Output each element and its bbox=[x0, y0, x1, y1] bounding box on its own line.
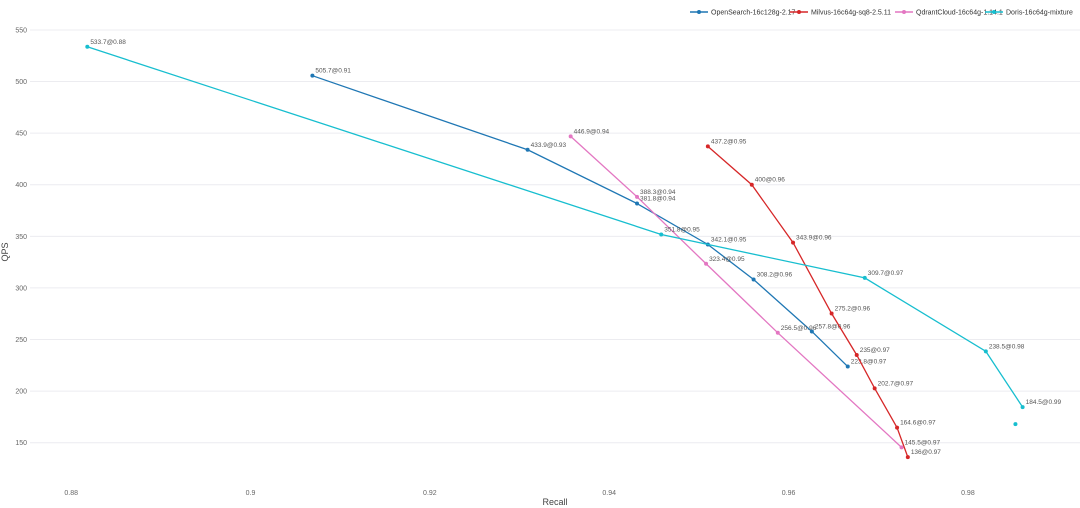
data-label: 381.8@0.94 bbox=[640, 196, 676, 203]
series-2: 446.9@0.94 388.3@0.94 323.4@0.95 256.5@0.96… bbox=[568, 128, 941, 450]
data-label: 235@0.97 bbox=[860, 347, 890, 354]
y-tick-label: 200 bbox=[15, 389, 27, 396]
data-label: 308.2@0.96 bbox=[757, 271, 793, 278]
data-label: 323.4@0.95 bbox=[709, 256, 745, 263]
data-point bbox=[829, 311, 834, 316]
data-point bbox=[899, 445, 904, 450]
x-tick-label: 0.92 bbox=[423, 490, 437, 497]
data-point bbox=[854, 352, 859, 357]
data-point bbox=[310, 73, 315, 78]
series-0: 505.7@0.91 433.9@0.93 381.8@0.94 342.1@0.95… bbox=[310, 68, 887, 369]
data-point bbox=[704, 261, 709, 266]
legend-item[interactable]: Doris-16c64g-mixture bbox=[985, 10, 1073, 17]
data-label: 309.7@0.97 bbox=[868, 270, 904, 277]
data-point bbox=[749, 182, 754, 187]
legend-label: Milvus-16c64g-sq8-2.5.11 bbox=[811, 10, 891, 17]
series-3: 533.7@0.88 351.8@0.95 309.7@0.97 238.5@0.98… bbox=[85, 39, 1062, 427]
x-axis-title: Recall bbox=[542, 497, 567, 507]
y-tick-label: 400 bbox=[15, 182, 27, 189]
data-label: 136@0.97 bbox=[911, 449, 941, 456]
data-point bbox=[85, 44, 90, 49]
data-label: 256.5@0.96 bbox=[781, 325, 817, 332]
series-1: 437.2@0.95 400@0.96 343.9@0.96 275.2@0.96 23… bbox=[705, 138, 941, 460]
data-point bbox=[751, 277, 756, 282]
data-point bbox=[525, 147, 530, 152]
data-label: 400@0.96 bbox=[755, 177, 785, 184]
y-axis-ticks: 150 200 250 300 350 400 450 500 550 bbox=[15, 27, 27, 447]
gridlines bbox=[30, 29, 1080, 444]
data-point bbox=[845, 364, 850, 369]
legend-marker-icon bbox=[697, 10, 701, 14]
data-label: 202.7@0.97 bbox=[878, 380, 914, 387]
data-point bbox=[635, 201, 640, 206]
data-label: 351.8@0.95 bbox=[664, 226, 700, 233]
data-point bbox=[705, 144, 710, 149]
x-tick-label: 0.96 bbox=[782, 490, 796, 497]
x-tick-label: 0.9 bbox=[246, 490, 256, 497]
data-point bbox=[905, 455, 910, 460]
legend-item[interactable]: QdrantCloud-16c64g-1.14.1 bbox=[895, 10, 1003, 17]
legend-marker-icon bbox=[992, 10, 996, 14]
data-label: 433.9@0.93 bbox=[531, 142, 567, 149]
data-point bbox=[862, 275, 867, 280]
data-point bbox=[809, 329, 814, 334]
data-label: 342.1@0.95 bbox=[711, 236, 747, 243]
x-tick-label: 0.94 bbox=[602, 490, 616, 497]
data-point bbox=[635, 194, 640, 199]
data-label: 184.5@0.99 bbox=[1026, 399, 1062, 406]
legend-item[interactable]: OpenSearch-16c128g-2.17 bbox=[690, 10, 796, 17]
data-point bbox=[1013, 422, 1018, 427]
data-label: 238.5@0.98 bbox=[989, 343, 1025, 350]
x-tick-label: 0.88 bbox=[64, 490, 78, 497]
data-label: 275.2@0.96 bbox=[835, 306, 871, 313]
data-point bbox=[895, 425, 900, 430]
y-tick-label: 350 bbox=[15, 234, 27, 241]
data-label: 446.9@0.94 bbox=[574, 128, 610, 135]
legend-marker-icon bbox=[797, 10, 801, 14]
data-label: 145.5@0.97 bbox=[905, 439, 941, 446]
legend-label: OpenSearch-16c128g-2.17 bbox=[711, 10, 796, 17]
y-tick-label: 250 bbox=[15, 337, 27, 344]
legend-label: QdrantCloud-16c64g-1.14.1 bbox=[916, 10, 1003, 17]
legend[interactable]: OpenSearch-16c128g-2.17 Milvus-16c64g-sq8… bbox=[690, 10, 1073, 17]
series-group: 505.7@0.91 433.9@0.93 381.8@0.94 342.1@0.95… bbox=[85, 39, 1062, 460]
y-tick-label: 450 bbox=[15, 131, 27, 138]
legend-marker-icon bbox=[902, 10, 906, 14]
data-point bbox=[568, 134, 573, 139]
data-label: 437.2@0.95 bbox=[711, 138, 747, 145]
data-label: 533.7@0.88 bbox=[90, 39, 126, 46]
series-line bbox=[707, 145, 909, 458]
data-label: 505.7@0.91 bbox=[315, 68, 351, 75]
y-tick-label: 150 bbox=[15, 440, 27, 447]
data-point bbox=[983, 349, 988, 354]
series-line bbox=[570, 135, 902, 448]
data-point bbox=[659, 232, 664, 237]
data-label: 257.8@0.96 bbox=[815, 323, 851, 330]
data-label: 343.9@0.96 bbox=[796, 235, 832, 242]
data-point bbox=[775, 330, 780, 335]
data-label: 223.8@0.97 bbox=[851, 359, 887, 366]
legend-item[interactable]: Milvus-16c64g-sq8-2.5.11 bbox=[790, 10, 891, 17]
x-axis-ticks: 0.88 0.9 0.92 0.94 0.96 0.98 bbox=[64, 490, 974, 497]
y-axis-title: QPS bbox=[0, 242, 10, 261]
data-point bbox=[872, 386, 877, 391]
y-tick-label: 300 bbox=[15, 285, 27, 292]
data-label: 164.6@0.97 bbox=[900, 420, 936, 427]
y-tick-label: 550 bbox=[15, 27, 27, 34]
legend-label: Doris-16c64g-mixture bbox=[1006, 10, 1073, 17]
data-label: 388.3@0.94 bbox=[640, 189, 676, 196]
y-tick-label: 500 bbox=[15, 79, 27, 86]
data-point bbox=[791, 240, 796, 245]
x-tick-label: 0.98 bbox=[961, 490, 975, 497]
data-point bbox=[1020, 405, 1025, 410]
